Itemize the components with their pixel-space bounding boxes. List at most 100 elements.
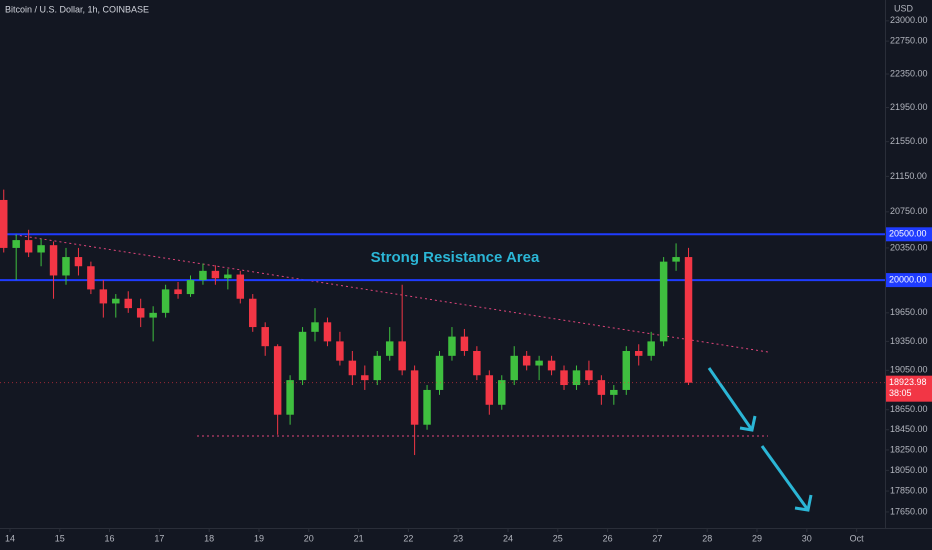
candle-body	[348, 360, 357, 376]
candle-body	[12, 240, 20, 248]
candle-body	[62, 257, 70, 276]
x-tick-label: 20	[304, 533, 314, 543]
x-tick-label: 27	[652, 533, 662, 543]
candle-body	[547, 360, 556, 371]
arrows	[707, 367, 813, 512]
x-tick-label: 29	[752, 533, 762, 543]
candle-body	[423, 389, 431, 425]
x-tick-label: 17	[154, 533, 164, 543]
y-tick-label: 19350.00	[890, 336, 928, 346]
candle-body	[136, 308, 145, 318]
y-tick-label: 21950.00	[890, 102, 928, 112]
chart-title: Bitcoin / U.S. Dollar, 1h, COINBASE	[5, 4, 149, 14]
x-tick-label: 21	[354, 533, 364, 543]
candle-body	[410, 370, 419, 425]
candle-body	[224, 274, 232, 279]
currency: USD	[894, 3, 914, 13]
level-label: 20500.00	[889, 229, 927, 239]
level-label-box	[886, 273, 932, 288]
candle-body	[560, 370, 568, 386]
y-tick-label: 18250.00	[890, 444, 928, 454]
annotation: Strong Resistance Area	[371, 249, 540, 266]
last-price-box	[886, 375, 932, 402]
candle-body	[24, 240, 33, 253]
x-tick-label: 19	[254, 533, 264, 543]
y-tick-label: 19650.00	[890, 307, 928, 317]
y-tick-label: 21550.00	[890, 136, 928, 146]
candle-body	[236, 274, 245, 299]
y-tick-label: 17650.00	[890, 506, 928, 516]
y-tick-label: 19050.00	[890, 365, 928, 375]
candle-body	[647, 341, 655, 356]
y-tick-label: 18450.00	[890, 424, 928, 434]
candle-body	[684, 257, 693, 383]
y-tick-label: 18050.00	[890, 465, 928, 475]
candle-body	[186, 280, 195, 295]
candle-body	[460, 336, 469, 351]
candle-body	[498, 380, 506, 405]
candle-body	[199, 270, 207, 281]
x-tick-label: 22	[403, 533, 413, 543]
candle-body	[597, 380, 606, 395]
x-tick-label: 26	[603, 533, 613, 543]
y-tick-label: 20750.00	[890, 206, 928, 216]
y-tick-label: 21150.00	[890, 171, 927, 181]
x-tick-label: 23	[453, 533, 463, 543]
x-tick-label: 24	[503, 533, 513, 543]
candle-body	[585, 370, 593, 381]
candle-body	[361, 375, 369, 381]
candle-body	[286, 380, 294, 415]
candle-body	[672, 257, 680, 262]
y-tick-label: 22750.00	[890, 35, 928, 45]
y-tick-label: 23000.00	[890, 15, 928, 25]
x-tick-label: Oct	[850, 533, 865, 543]
candle-body	[473, 350, 481, 376]
candle-body	[311, 322, 319, 332]
y-tick-label: 18650.00	[890, 404, 928, 414]
last-price-label: 18923.98	[889, 377, 927, 387]
candle-body	[211, 270, 220, 279]
candle-body	[634, 350, 643, 356]
candle-body	[298, 331, 307, 381]
arrow	[760, 445, 810, 511]
candle-body	[0, 199, 8, 248]
x-tick-label: 18	[204, 533, 214, 543]
x-tick-label: 25	[553, 533, 563, 543]
candle-body	[124, 298, 132, 309]
candle-body	[249, 298, 257, 328]
x-tick-label: 28	[702, 533, 712, 543]
x-tick-label: 15	[55, 533, 65, 543]
level-label-box	[886, 227, 932, 242]
candle-body	[323, 322, 332, 342]
candle-body	[87, 266, 95, 290]
y-tick-label: 17850.00	[890, 485, 928, 495]
candle-body	[659, 261, 668, 342]
candle-body	[572, 370, 581, 386]
candle-body	[610, 389, 618, 395]
candle-body	[273, 346, 282, 415]
candle-body	[485, 375, 494, 405]
x-tick-label: 30	[802, 533, 812, 543]
arrow	[707, 367, 754, 431]
arrow-head	[794, 494, 813, 512]
candle-body	[622, 350, 631, 390]
candle-body	[99, 289, 108, 304]
countdown: 38:05	[889, 388, 912, 398]
candle-body	[448, 336, 456, 356]
x-tick-label: 16	[105, 533, 115, 543]
candle-body	[373, 355, 381, 381]
candle-body	[535, 360, 543, 366]
candle-body	[174, 289, 182, 295]
candle-body	[161, 289, 170, 313]
candle-body	[149, 312, 157, 318]
candle-body	[74, 257, 83, 267]
candle-body	[398, 341, 406, 371]
candle-body	[435, 355, 444, 390]
candle-body	[385, 341, 394, 356]
candle-body	[261, 327, 269, 347]
candle-body	[112, 298, 120, 304]
candle-body	[522, 355, 531, 366]
candle-body	[336, 341, 344, 361]
arrow-head	[739, 415, 757, 432]
